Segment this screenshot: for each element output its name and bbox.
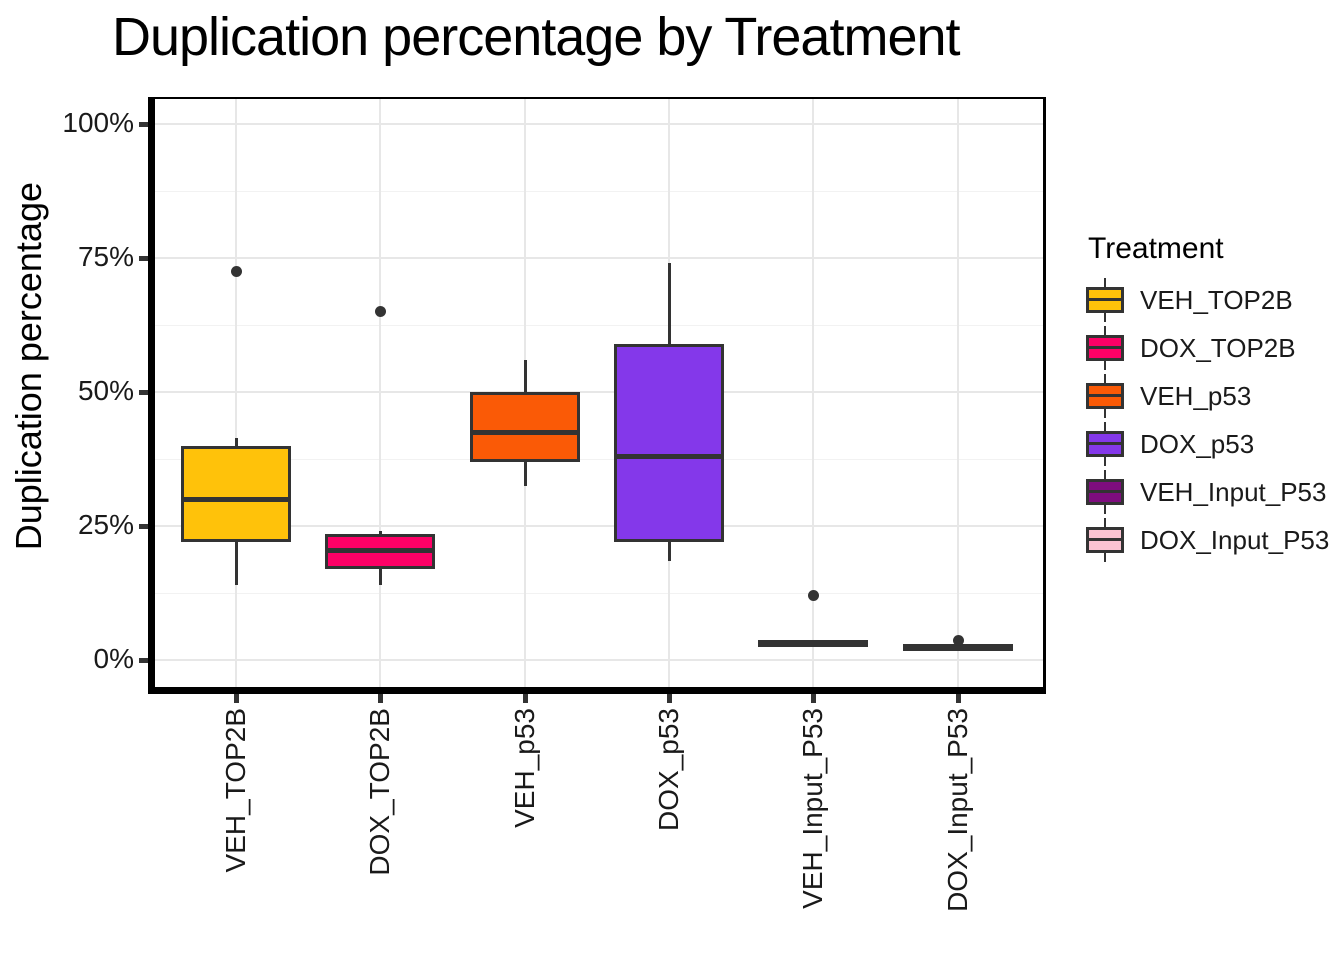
outlier-point [230,265,242,277]
outlier-point [807,590,819,602]
legend-median [1089,298,1121,301]
legend-swatch [1086,278,1124,322]
y-axis-tick [139,121,148,127]
y-axis-tick [139,389,148,395]
median-line [181,496,291,502]
gridline-major-vertical [957,99,959,687]
legend-title: Treatment [1088,232,1224,265]
legend: Treatment VEH_TOP2B DOX_TOP2B VEH_p53 DOX_p… [1086,232,1329,564]
legend-item: DOX_Input_P53 [1086,516,1329,564]
legend-median [1089,538,1121,541]
gridline-minor [155,324,1043,326]
x-axis-tick [377,694,383,703]
plot-area [155,99,1043,687]
x-tick-label: DOX_p53 [653,708,684,831]
legend-median [1089,394,1121,397]
gridline-minor [155,592,1043,594]
legend-item: DOX_TOP2B [1086,324,1329,372]
legend-label: DOX_Input_P53 [1140,524,1330,555]
median-line [903,644,1013,650]
x-axis-tick [955,694,961,703]
legend-swatch [1086,374,1124,418]
y-tick-label: 25% [77,509,134,540]
gridline-major [155,525,1043,527]
legend-swatch [1086,326,1124,370]
legend-median [1089,346,1121,349]
legend-item: VEH_TOP2B [1086,276,1329,324]
legend-items: VEH_TOP2B DOX_TOP2B VEH_p53 DOX_p53 VEH_Inpu… [1086,276,1329,564]
y-tick-label: 100% [62,107,134,138]
legend-label: VEH_Input_P53 [1140,476,1327,507]
chart-title: Duplication percentage by Treatment [112,7,961,67]
x-tick-label: DOX_TOP2B [364,708,395,876]
legend-item: DOX_p53 [1086,420,1329,468]
y-axis-tick [139,657,148,663]
legend-swatch [1086,518,1124,562]
y-tick-label: 75% [77,241,134,272]
plot-panel [148,97,1046,694]
x-tick-label: VEH_Input_P53 [797,708,828,909]
legend-label: VEH_p53 [1140,380,1252,411]
gridline-minor [155,458,1043,460]
y-axis-tick [139,523,148,529]
legend-median [1089,442,1121,445]
x-tick-label: VEH_TOP2B [220,708,251,873]
x-axis-tick [810,694,816,703]
gridline-major-vertical [235,99,237,687]
gridline-major-vertical [379,99,381,687]
legend-swatch [1086,422,1124,466]
y-axis-tick [139,255,148,261]
outlier-point [952,634,964,646]
legend-label: DOX_p53 [1140,428,1255,459]
legend-item: VEH_Input_P53 [1086,468,1329,516]
gridline-major-vertical [812,99,814,687]
gridline-major [155,391,1043,393]
median-line [470,429,580,435]
median-line [758,639,868,645]
legend-label: VEH_TOP2B [1140,284,1293,315]
x-axis-tick [666,694,672,703]
gridline-major [155,659,1043,661]
y-tick-label: 50% [77,375,134,406]
x-tick-label: VEH_p53 [509,708,540,828]
box [181,445,291,543]
box [470,392,580,462]
x-tick-label: DOX_Input_P53 [942,708,973,912]
x-axis-tick [522,694,528,703]
y-tick-label: 0% [93,643,134,674]
legend-box [1086,383,1124,409]
legend-label: DOX_TOP2B [1140,332,1296,363]
box [614,343,724,543]
x-axis-tick [233,694,239,703]
median-line [614,453,724,459]
gridline-major [155,123,1043,125]
legend-swatch [1086,470,1124,514]
median-line [325,547,435,553]
gridline-major [155,257,1043,259]
legend-median [1089,490,1121,493]
gridline-minor [155,190,1043,192]
legend-item: VEH_p53 [1086,372,1329,420]
outlier-point [374,306,386,318]
y-axis-title: Duplication percentage [8,182,49,551]
